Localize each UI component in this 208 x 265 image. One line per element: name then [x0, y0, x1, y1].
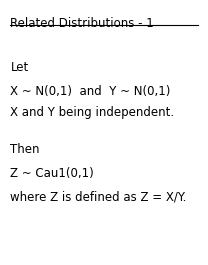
- Text: Let: Let: [10, 61, 29, 74]
- Text: where Z is defined as Z = X/Y.: where Z is defined as Z = X/Y.: [10, 191, 187, 204]
- Text: Z ~ Cau1(0,1): Z ~ Cau1(0,1): [10, 167, 94, 180]
- Text: X and Y being independent.: X and Y being independent.: [10, 106, 175, 119]
- Text: Related Distributions - 1: Related Distributions - 1: [10, 17, 154, 30]
- Text: X ~ N(0,1)  and  Y ~ N(0,1): X ~ N(0,1) and Y ~ N(0,1): [10, 85, 171, 98]
- Text: Then: Then: [10, 143, 40, 156]
